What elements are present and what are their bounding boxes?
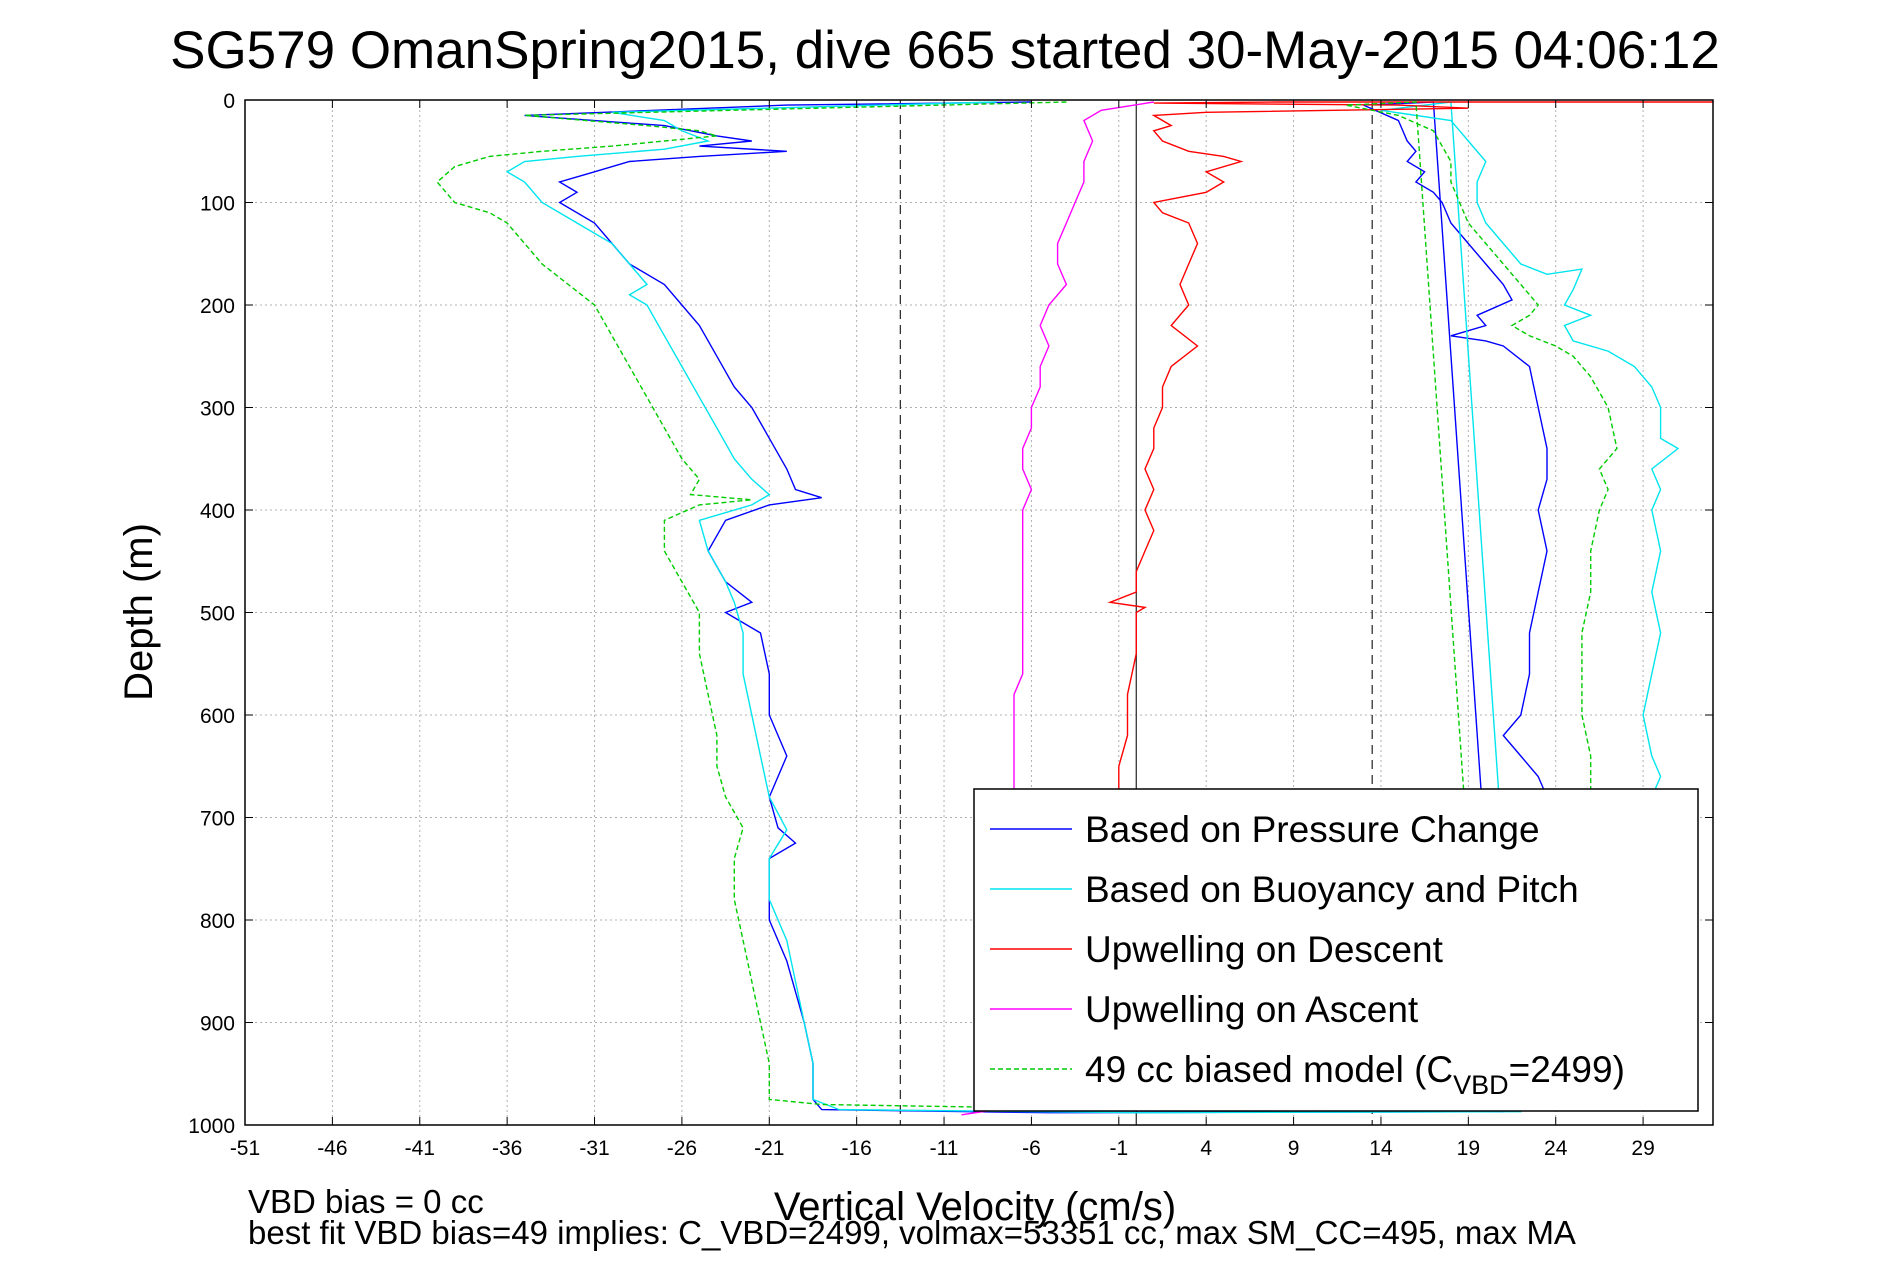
x-tick-label: -26 — [667, 1137, 697, 1160]
x-tick-label: 29 — [1631, 1137, 1654, 1160]
x-tick-label: -21 — [754, 1137, 784, 1160]
y-tick-label: 500 — [200, 603, 235, 626]
legend-label: Based on Buoyancy and Pitch — [1085, 869, 1579, 910]
x-tick-label: -41 — [405, 1137, 435, 1160]
x-tick-label: -11 — [930, 1137, 959, 1160]
legend-label: Upwelling on Descent — [1085, 929, 1444, 970]
legend-label: 49 cc biased model (CVBD=2499) — [1085, 1049, 1625, 1100]
legend-label: Upwelling on Ascent — [1085, 989, 1419, 1030]
legend: Based on Pressure Change Based on Buoyanc… — [973, 788, 1699, 1112]
x-tick-label: -6 — [1022, 1137, 1041, 1160]
y-tick-label: 600 — [200, 705, 235, 728]
series-line-upwelling-on-ascent — [961, 101, 1154, 1116]
y-tick-label: 400 — [200, 500, 235, 523]
series-line-based-on-buoyancy-and-pitch — [505, 101, 1680, 1114]
x-tick-label: 4 — [1200, 1137, 1212, 1160]
x-tick-label: 24 — [1544, 1137, 1568, 1160]
legend-box — [973, 788, 1699, 1112]
series-line-upwelling-on-descent — [1107, 101, 1713, 797]
x-tick-label: -46 — [317, 1137, 347, 1160]
y-axis-ticks: 0 100 200 300 400 500 600 700 800 900 1000 — [188, 90, 1713, 1138]
y-tick-label: 900 — [200, 1013, 235, 1036]
footer-line-2: best fit VBD bias=49 implies: C_VBD=2499… — [248, 1214, 1576, 1251]
y-tick-label: 200 — [200, 295, 235, 318]
y-tick-label: 1000 — [188, 1115, 235, 1138]
x-tick-label: -51 — [230, 1137, 260, 1160]
x-tick-label: -31 — [579, 1137, 609, 1160]
y-tick-label: 0 — [223, 90, 235, 113]
x-tick-label: 19 — [1457, 1137, 1480, 1160]
x-axis-ticks: -51 -46 -41 -36 -31 -26 -21 -16 -11 -6 -1 4 9 14 19 24 2… — [230, 100, 1655, 1160]
legend-label: Based on Pressure Change — [1085, 809, 1540, 850]
x-tick-label: -36 — [492, 1137, 522, 1160]
chart-title: SG579 OmanSpring2015, dive 665 started 3… — [170, 21, 1720, 80]
y-axis-label: Depth (m) — [117, 523, 161, 701]
series-line-49-cc-biased-model-cvbd-2499- — [436, 101, 1618, 1111]
x-axis-label: Vertical Velocity (cm/s) — [774, 1185, 1176, 1229]
y-tick-label: 800 — [200, 910, 235, 933]
series-line-based-on-pressure-change — [524, 101, 1548, 1114]
y-tick-label: 300 — [200, 398, 235, 421]
x-tick-label: 9 — [1288, 1137, 1300, 1160]
y-tick-label: 100 — [200, 193, 235, 216]
x-tick-label: -16 — [841, 1137, 871, 1160]
y-tick-label: 700 — [200, 808, 235, 831]
footer-line-1: VBD bias = 0 cc — [248, 1183, 484, 1220]
plot-area — [436, 101, 1713, 1116]
x-tick-label: -1 — [1109, 1137, 1128, 1160]
x-tick-label: 14 — [1369, 1137, 1393, 1160]
